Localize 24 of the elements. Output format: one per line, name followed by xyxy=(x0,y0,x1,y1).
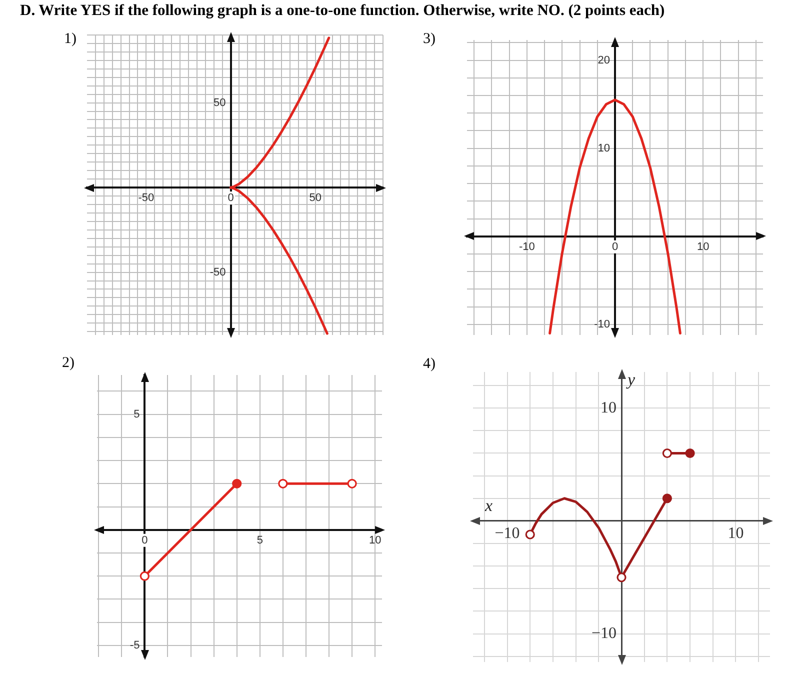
chart-title: 4) xyxy=(423,356,436,373)
x-tick-label: 0 xyxy=(228,192,234,204)
y-tick-label: −10 xyxy=(591,624,616,642)
y-tick-label: -10 xyxy=(594,318,610,330)
y-axis-title: y xyxy=(626,370,636,389)
x-tick-label: 50 xyxy=(309,192,322,204)
text: D. Write YES if the following graph is a one-to-one function. Otherwise, write NO. (2 points each) xyxy=(20,2,665,20)
chart-title: 1) xyxy=(64,31,76,48)
x-tick-label: 10 xyxy=(728,525,744,542)
x-tick-label: -50 xyxy=(138,192,154,204)
x-tick-label: 0 xyxy=(142,534,148,546)
y-tick-label: 10 xyxy=(600,399,616,416)
y-tick-label: 10 xyxy=(598,142,610,154)
chart-title: 3) xyxy=(423,31,436,48)
y-tick-label: 20 xyxy=(598,54,610,66)
x-tick-label: 0 xyxy=(612,240,618,253)
chart-title: 2) xyxy=(62,355,74,372)
x-tick-label: 10 xyxy=(696,240,710,253)
x-tick-label: 10 xyxy=(368,534,382,546)
y-tick-label: -5 xyxy=(130,639,140,652)
x-tick-label: -10 xyxy=(518,240,535,253)
x-tick-label: 5 xyxy=(256,534,263,546)
x-tick-label: −10 xyxy=(494,525,520,542)
x-axis-title: x xyxy=(484,496,493,515)
